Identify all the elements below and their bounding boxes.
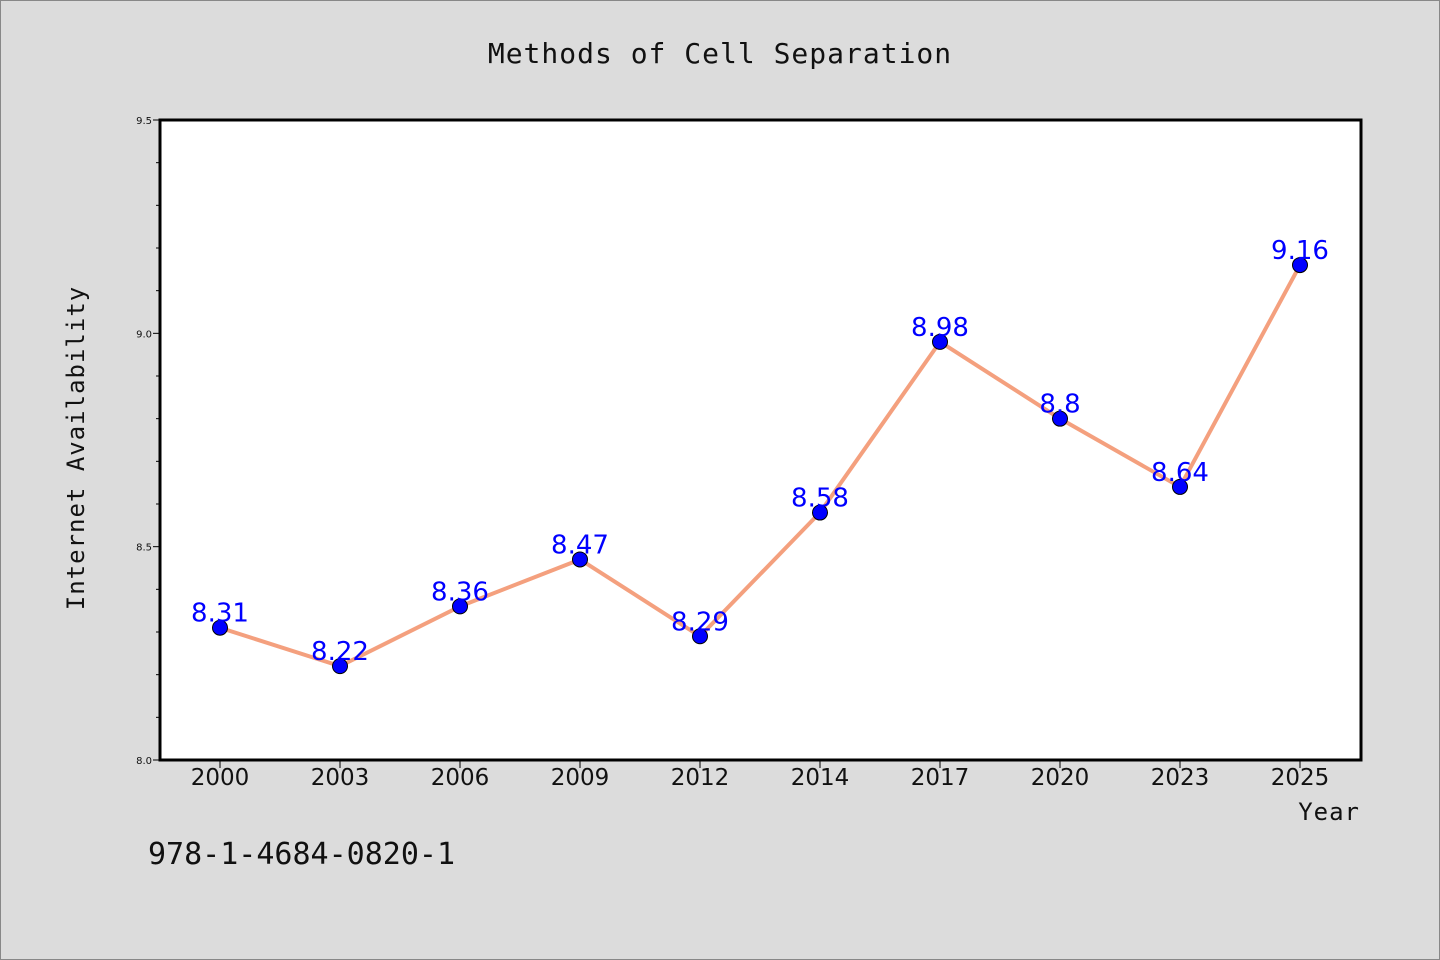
data-point: [332, 658, 348, 675]
x-tick-label: 2000: [191, 765, 250, 791]
x-tick-label: 2006: [431, 765, 490, 791]
data-label: 8.22: [311, 637, 369, 667]
x-tick-label: 2025: [1271, 765, 1330, 791]
data-label: 8.47: [551, 530, 609, 560]
x-tick-label: 2020: [1031, 765, 1090, 791]
data-point: [1292, 257, 1308, 274]
x-tick-label: 2017: [911, 765, 970, 791]
x-tick-label: 2009: [551, 765, 610, 791]
chart-title: Methods of Cell Separation: [488, 37, 952, 70]
x-tick-label: 2012: [671, 765, 730, 791]
y-tick-label: 9.5: [136, 116, 152, 127]
data-label: 8.29: [671, 607, 729, 637]
y-axis-label: Internet Availability: [62, 286, 90, 610]
data-point: [1172, 478, 1188, 495]
x-axis: 2000 2003 2006 2009 2012 2014 2017 2020 2023 2025: [191, 760, 1330, 791]
data-label: 8.98: [911, 313, 969, 343]
y-tick-label: 8.5: [136, 543, 152, 554]
x-tick-label: 2003: [311, 765, 370, 791]
data-point: [692, 628, 708, 645]
data-label: 8.8: [1039, 390, 1080, 420]
data-point: [812, 504, 828, 521]
data-label: 8.36: [431, 577, 489, 607]
series-group: 8.31 8.22 8.36 8.47 8.29 8.58 8.98 8.8 8.64 9.16: [191, 236, 1329, 675]
data-point: [212, 619, 228, 636]
x-axis-label: Year: [1298, 798, 1360, 826]
x-tick-label: 2023: [1151, 765, 1210, 791]
y-axis: 8.0 8.5 9.0 9.5: [136, 116, 160, 767]
data-label: 8.58: [791, 484, 849, 514]
data-label: 8.64: [1151, 458, 1209, 488]
y-tick-label: 8.0: [136, 756, 152, 767]
data-label: 8.31: [191, 599, 249, 629]
x-tick-label: 2014: [791, 765, 850, 791]
data-point: [1052, 410, 1068, 427]
plot-area: [158, 118, 1363, 762]
footer-isbn: 978-1-4684-0820-1: [148, 837, 455, 872]
data-point: [932, 333, 948, 350]
data-point: [452, 598, 468, 615]
data-point: [572, 551, 588, 568]
y-tick-label: 9.0: [136, 329, 152, 340]
data-label: 9.16: [1271, 236, 1329, 266]
series-line: [219, 264, 1302, 669]
